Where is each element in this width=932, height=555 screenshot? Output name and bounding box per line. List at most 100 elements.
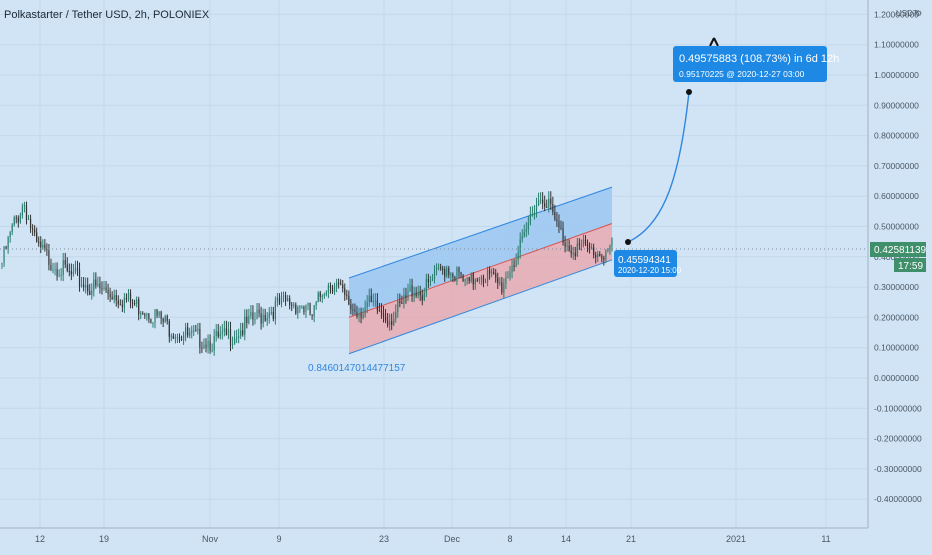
candle-body — [352, 309, 354, 311]
candle-body — [166, 316, 168, 322]
regression-channel[interactable] — [348, 186, 613, 355]
candle-body — [425, 278, 427, 294]
channel-pearson-label: 0.8460147014477157 — [308, 363, 406, 374]
candle-body — [113, 295, 115, 300]
candle-body — [354, 309, 356, 312]
candle-body — [221, 331, 223, 334]
candle-body — [595, 255, 597, 258]
candle-body — [280, 296, 283, 304]
candle-body — [509, 272, 511, 277]
projection-curve[interactable] — [627, 91, 690, 243]
candle-body — [309, 302, 311, 315]
candle-body — [327, 285, 330, 293]
candle-body — [491, 272, 493, 274]
candle-body — [307, 302, 309, 306]
candle-body — [582, 239, 585, 245]
candle-body — [415, 293, 417, 296]
price-tick-label: 0.70000000 — [874, 161, 919, 171]
candle-body — [374, 300, 376, 302]
candle-body — [211, 350, 213, 352]
start-label-box[interactable]: 0.45594341 2020-12-20 15:00 — [614, 250, 682, 277]
candle-body — [456, 267, 458, 282]
candle-body — [607, 249, 609, 252]
time-tick-label: 23 — [379, 534, 389, 544]
time-tick-label: 12 — [35, 534, 45, 544]
candle-body — [32, 228, 34, 230]
candle-body — [511, 265, 513, 273]
candle-body — [295, 304, 297, 314]
candle-body — [238, 336, 240, 338]
candle-body — [87, 285, 89, 292]
candle-body — [44, 244, 46, 250]
candle-body — [590, 247, 593, 249]
candle-body — [433, 269, 436, 279]
candle-body — [109, 293, 111, 298]
candle-body — [454, 277, 456, 282]
candle-body — [501, 282, 503, 293]
change-label-box[interactable]: 0.49575883 (108.73%) in 6d 12h 0.9517022… — [673, 46, 839, 82]
candle-body — [195, 330, 197, 332]
time-tick-label: 2021 — [726, 534, 746, 544]
candle-body — [156, 309, 158, 316]
price-tick-label: 0.00000000 — [874, 373, 919, 383]
candle-body — [495, 273, 497, 278]
price-tick-label: 1.10000000 — [874, 40, 919, 50]
arrow-up-icon — [709, 37, 719, 47]
currency-label: USDT — [896, 9, 918, 18]
candle-body — [274, 301, 276, 319]
candle-body — [83, 284, 85, 288]
candle-body — [278, 297, 281, 304]
candle-body — [572, 252, 574, 254]
last-price-tag: 0.42581139 17:59 — [870, 242, 927, 272]
candle-body — [488, 270, 491, 274]
candle-body — [472, 273, 474, 285]
start-price-label: 0.45594341 — [618, 255, 671, 266]
candle-body — [338, 282, 340, 284]
candle-body — [264, 314, 266, 321]
candle-body — [476, 279, 478, 281]
candle-body — [78, 270, 81, 287]
candle-body — [466, 277, 468, 279]
projection-start-point[interactable] — [625, 239, 631, 245]
candle-body — [227, 329, 230, 335]
candle-body — [550, 198, 552, 205]
price-tick-label: -0.20000000 — [874, 434, 922, 444]
candle-body — [272, 312, 274, 319]
candle-body — [154, 309, 156, 323]
countdown-value: 17:59 — [898, 261, 923, 272]
candle-body — [462, 274, 464, 282]
time-tick-label: 9 — [276, 534, 281, 544]
candle-body — [554, 212, 556, 220]
candle-body — [368, 295, 370, 303]
candle-body — [7, 236, 9, 249]
candle-body — [258, 309, 260, 314]
candle-body — [5, 246, 7, 249]
price-axis[interactable] — [868, 0, 932, 550]
candle-body — [533, 212, 536, 214]
candle-body — [531, 213, 534, 215]
candle-body — [191, 330, 193, 333]
projection-end-point[interactable] — [686, 89, 692, 95]
change-label: 0.49575883 (108.73%) in 6d 12h — [679, 53, 839, 65]
settings-icon[interactable]: ⚙ — [915, 9, 922, 18]
candle-body — [325, 292, 327, 295]
candle-body — [303, 306, 305, 313]
candle-body — [311, 314, 313, 317]
candle-body — [123, 297, 126, 308]
candle-body — [523, 231, 525, 237]
candle-body — [546, 207, 548, 209]
candle-body — [172, 335, 174, 339]
candle-body — [70, 270, 72, 275]
candle-body — [360, 314, 362, 318]
time-axis[interactable] — [0, 528, 932, 550]
candle-body — [62, 260, 64, 276]
price-tick-label: 0.20000000 — [874, 312, 919, 322]
candle-body — [56, 269, 58, 277]
candle-body — [158, 311, 160, 316]
candle-body — [382, 313, 385, 317]
candle-body — [403, 294, 405, 304]
candle-body — [611, 238, 613, 246]
candle-body — [146, 314, 148, 316]
